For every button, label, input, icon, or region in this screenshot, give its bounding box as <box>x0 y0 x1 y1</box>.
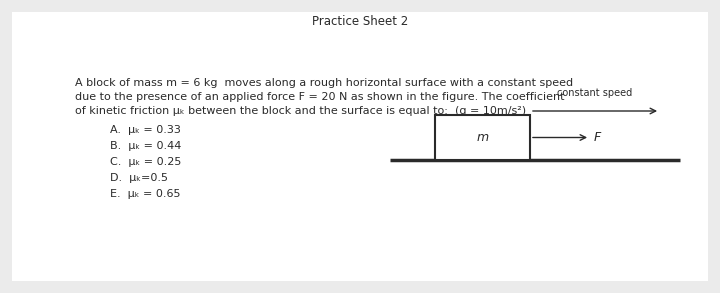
Text: due to the presence of an applied force F = 20 N as shown in the figure. The coe: due to the presence of an applied force … <box>75 92 564 102</box>
Text: E.  μₖ = 0.65: E. μₖ = 0.65 <box>110 189 181 199</box>
Text: Practice Sheet 2: Practice Sheet 2 <box>312 15 408 28</box>
Bar <box>435 115 530 160</box>
Text: C.  μₖ = 0.25: C. μₖ = 0.25 <box>110 157 181 167</box>
Text: of kinetic friction μₖ between the block and the surface is equal to:: of kinetic friction μₖ between the block… <box>75 106 448 116</box>
Text: m: m <box>477 131 489 144</box>
Text: B.  μₖ = 0.44: B. μₖ = 0.44 <box>110 141 181 151</box>
Text: D.  μₖ=0.5: D. μₖ=0.5 <box>110 173 168 183</box>
Text: (g = 10m/s²): (g = 10m/s²) <box>455 106 526 116</box>
Text: A.  μₖ = 0.33: A. μₖ = 0.33 <box>110 125 181 135</box>
Text: A block of mass m = 6 kg  moves along a rough horizontal surface with a constant: A block of mass m = 6 kg moves along a r… <box>75 78 573 88</box>
Text: constant speed: constant speed <box>557 88 633 98</box>
Text: F: F <box>594 131 601 144</box>
